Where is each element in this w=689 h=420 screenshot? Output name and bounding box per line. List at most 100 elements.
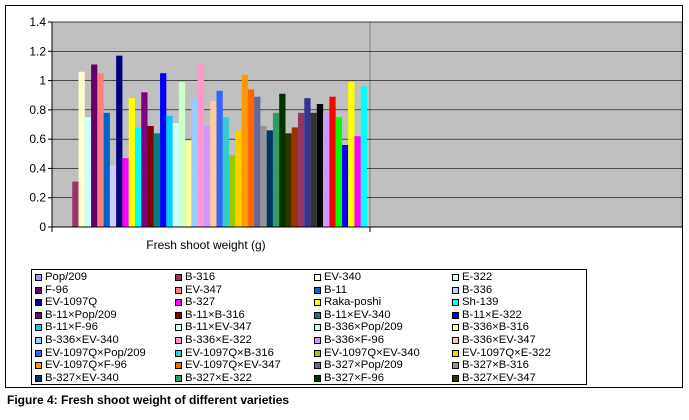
bar [191, 98, 198, 227]
bar [341, 145, 349, 227]
y-tick-label: 1.2 [29, 44, 46, 58]
bar [310, 112, 317, 227]
legend-label: F-96 [45, 283, 69, 296]
legend-label: B-11×F-96 [45, 321, 98, 334]
bar [247, 89, 255, 227]
bars [72, 55, 367, 228]
bar [166, 115, 173, 227]
bar [203, 125, 211, 227]
legend-swatch [314, 299, 321, 307]
legend-swatch [314, 324, 321, 332]
legend-swatch [175, 374, 182, 382]
bar [229, 155, 236, 227]
legend-swatch [35, 349, 42, 357]
legend-swatch [35, 286, 42, 294]
bar [122, 158, 129, 227]
legend-label: B-327×Pop/209 [324, 359, 403, 372]
bar [216, 90, 223, 227]
legend-label: B-11×EV-340 [324, 308, 391, 321]
bar [147, 125, 154, 227]
legend-swatch [314, 286, 321, 294]
legend-label: B-336 [462, 283, 493, 296]
legend-label: EV-1097Q×B-316 [185, 346, 274, 359]
bar [109, 165, 117, 227]
legend-swatch [452, 274, 459, 281]
bar [316, 104, 324, 227]
legend-label: B-327×F-96 [324, 371, 384, 384]
legend-label: B-336×EV-340 [45, 334, 119, 346]
bar [141, 92, 148, 227]
legend-label: B-327×EV-347 [462, 371, 536, 384]
y-tick-label: 0.2 [29, 191, 46, 205]
legend-swatch [35, 274, 42, 281]
y-tick-label: 0.6 [29, 132, 46, 146]
y-axis: 0 0.2 0.4 0.6 0.8 1 1.2 1.4 [29, 15, 52, 234]
legend-swatch [314, 349, 321, 357]
legend-label: B-11×B-316 [185, 308, 245, 321]
legend-swatch [35, 374, 42, 382]
legend-swatch [35, 324, 42, 332]
y-tick-label: 1 [39, 74, 46, 88]
bar [260, 125, 267, 227]
legend-label: B-327×E-322 [185, 371, 252, 384]
bar [222, 117, 230, 227]
bar [97, 73, 104, 227]
legend-label: EV-1097Q×EV-340 [324, 346, 420, 359]
legend-swatch [175, 324, 182, 332]
legend-swatch [452, 286, 459, 294]
bar [323, 112, 330, 227]
legend-label: B-11×EV-347 [185, 321, 252, 334]
legend-swatch [452, 324, 459, 332]
legend-label: B-11 [324, 283, 348, 296]
legend-label: EV-347 [185, 283, 223, 296]
y-tick-label: 0.4 [29, 161, 46, 175]
bar [103, 112, 110, 227]
legend-label: B-11×Pop/209 [45, 308, 117, 321]
legend-swatch [175, 299, 182, 307]
legend-label: Pop/209 [45, 271, 88, 283]
legend-label: EV-1097Q×EV-347 [185, 359, 281, 372]
bar [172, 123, 179, 227]
bar [91, 64, 98, 228]
legend-swatch [175, 274, 182, 281]
legend-swatch [314, 374, 321, 382]
legend-swatch [175, 349, 182, 357]
bar [329, 96, 336, 228]
legend-swatch [314, 337, 321, 344]
bar [72, 181, 79, 227]
chart-frame: 0 0.2 0.4 0.6 0.8 1 1.2 1.4 Fresh shoot weight … [5, 5, 683, 388]
bar [241, 74, 248, 228]
legend-label: B-316 [185, 271, 216, 283]
bar [279, 93, 286, 227]
legend-swatch [175, 362, 182, 370]
legend-label: EV-1097Q×E-322 [462, 346, 551, 359]
bar [160, 73, 167, 227]
legend-swatch [35, 362, 42, 370]
legend-label: B-336×B-316 [462, 321, 529, 334]
bar [178, 82, 186, 227]
legend-swatch [314, 274, 321, 281]
legend-swatch [452, 374, 459, 382]
legend-label: B-336×E-322 [185, 334, 252, 346]
bar [291, 127, 299, 227]
bar [153, 133, 161, 227]
bar [272, 112, 280, 227]
legend-label: B-11×E-322 [462, 308, 522, 321]
legend-swatch [452, 299, 459, 307]
legend-swatch [35, 311, 42, 319]
plot-area-right [369, 21, 682, 228]
legend-label: B-327×EV-340 [45, 371, 119, 384]
legend-swatch [314, 311, 321, 319]
x-category-label: Fresh shoot weight (g) [146, 238, 265, 252]
legend-label: Sh-139 [462, 296, 499, 309]
bar [335, 117, 342, 227]
bar [185, 140, 192, 227]
bar [210, 101, 217, 227]
legend-label: B-336×EV-347 [462, 334, 536, 346]
legend-label: E-322 [462, 271, 493, 283]
bar [354, 136, 361, 227]
legend-swatch [452, 362, 459, 370]
bar [254, 96, 261, 228]
legend-label: EV-340 [324, 271, 362, 283]
legend-label: Raka-poshi [324, 296, 382, 309]
